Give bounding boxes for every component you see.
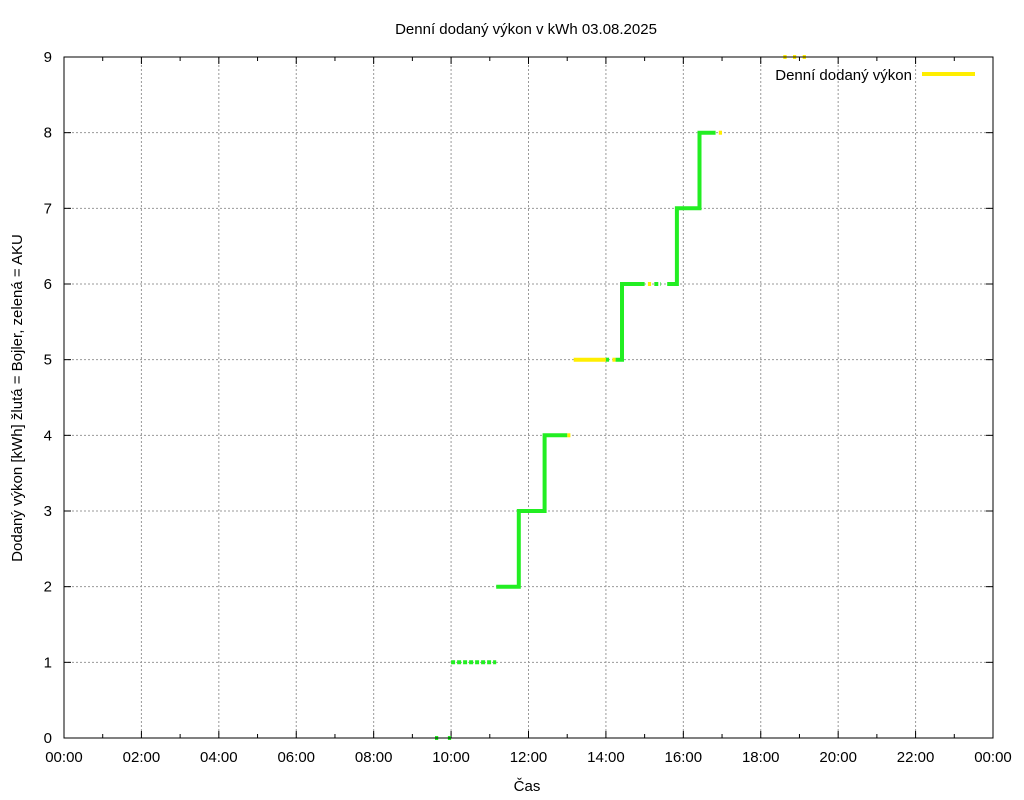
y-tick-label: 5 xyxy=(44,352,52,369)
x-tick-label: 12:00 xyxy=(510,749,548,766)
legend: Denní dodaný výkon xyxy=(775,67,975,84)
y-tick-label: 4 xyxy=(44,427,52,444)
y-tick-label: 0 xyxy=(44,730,52,747)
legend-label: Denní dodaný výkon xyxy=(775,67,912,84)
y-tick-label: 9 xyxy=(44,49,52,66)
x-tick-label: 02:00 xyxy=(123,749,161,766)
x-tick-label: 06:00 xyxy=(277,749,315,766)
x-tick-label: 00:00 xyxy=(974,749,1012,766)
y-axis-label: Dodaný výkon [kWh] žlutá = Bojler, zelen… xyxy=(9,234,26,562)
x-tick-label: 04:00 xyxy=(200,749,238,766)
x-tick-label: 16:00 xyxy=(665,749,703,766)
plot-frame xyxy=(63,56,994,739)
x-tick-label: 22:00 xyxy=(897,749,935,766)
y-tick-label: 1 xyxy=(44,654,52,671)
y-tick-label: 7 xyxy=(44,200,52,217)
x-tick-label: 14:00 xyxy=(587,749,625,766)
grid-lines xyxy=(64,57,993,738)
axes: 00:00 02:00 04:00 06:00 08:00 10:00 12:00 14:00… xyxy=(44,49,1012,766)
series-1-segment xyxy=(615,282,645,362)
series-lines xyxy=(435,55,806,740)
x-axis-label: Čas xyxy=(514,778,541,795)
x-tick-label: 10:00 xyxy=(432,749,470,766)
y-tick-label: 3 xyxy=(44,503,52,520)
y-tick-label: 8 xyxy=(44,125,52,142)
series-1-segment xyxy=(496,433,568,589)
x-tick-label: 20:00 xyxy=(819,749,857,766)
x-tick-label: 00:00 xyxy=(45,749,83,766)
x-tick-label: 08:00 xyxy=(355,749,393,766)
series-1-segment xyxy=(667,130,716,286)
y-tick-label: 6 xyxy=(44,276,52,293)
y-tick-label: 2 xyxy=(44,579,52,596)
x-tick-label: 18:00 xyxy=(742,749,780,766)
chart-title: Denní dodaný výkon v kWh 03.08.2025 xyxy=(395,21,657,38)
